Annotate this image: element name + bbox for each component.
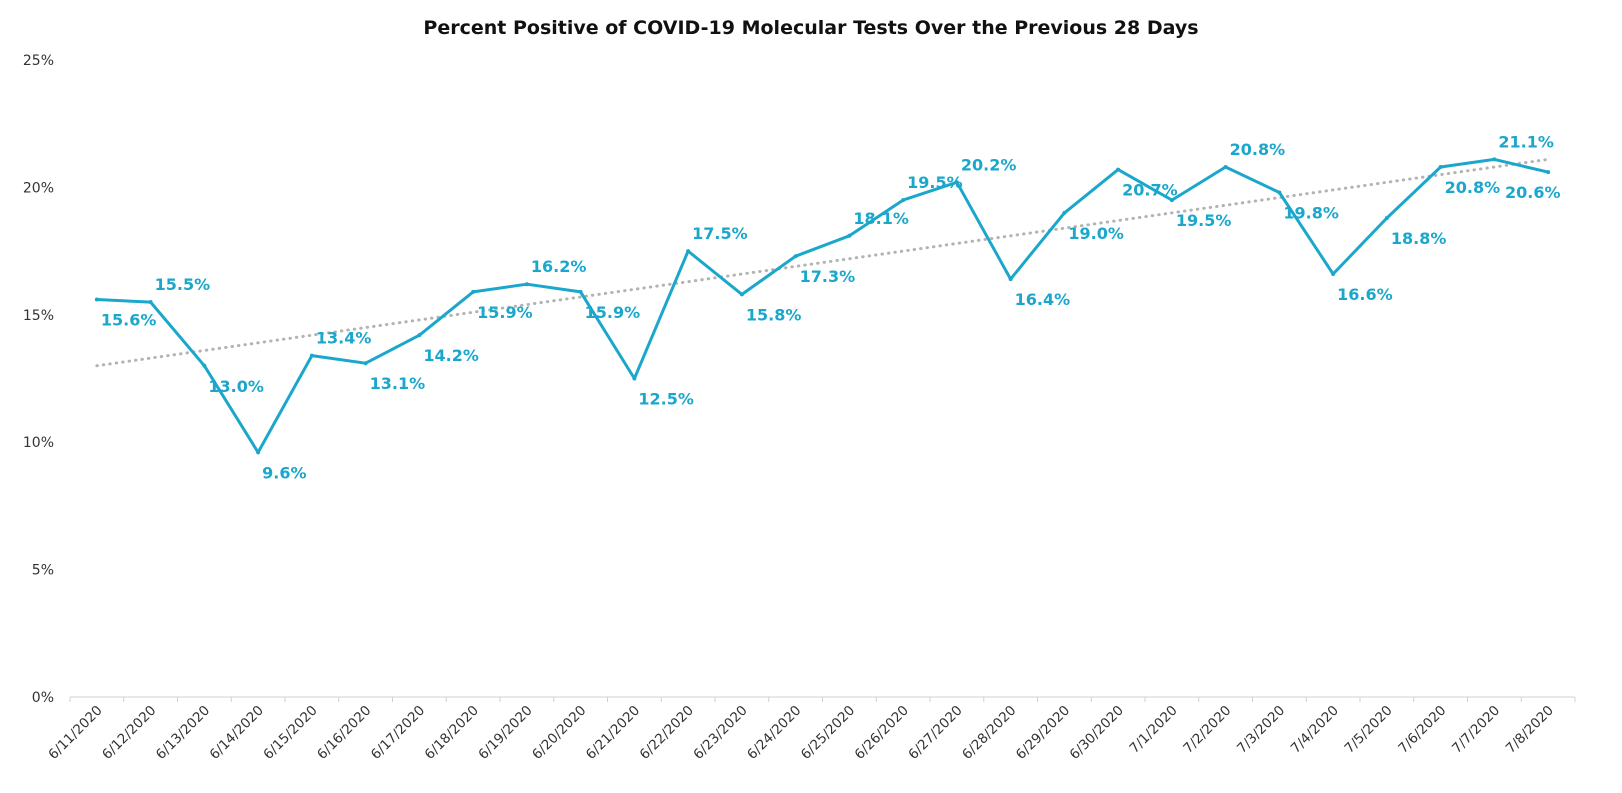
x-tick-label: 7/2/2020 — [1180, 703, 1234, 757]
data-label: 13.4% — [316, 329, 372, 348]
x-tick-label: 7/1/2020 — [1127, 703, 1181, 757]
x-tick-label: 7/4/2020 — [1288, 703, 1342, 757]
data-point — [1384, 215, 1389, 220]
data-label: 19.5% — [1176, 211, 1232, 230]
x-tick-label: 6/20/2020 — [529, 703, 589, 763]
y-tick-label: 10% — [23, 435, 54, 451]
y-tick-label: 20% — [23, 180, 54, 196]
x-tick-label: 6/22/2020 — [637, 703, 697, 763]
y-tick-label: 0% — [32, 690, 54, 706]
data-label: 19.5% — [907, 173, 963, 192]
data-point — [417, 333, 422, 338]
data-point — [739, 292, 744, 297]
chart-title: Percent Positive of COVID-19 Molecular T… — [423, 17, 1198, 39]
data-label: 15.5% — [155, 275, 211, 294]
x-tick-label: 6/24/2020 — [744, 703, 804, 763]
x-tick-label: 7/7/2020 — [1449, 703, 1503, 757]
data-label: 15.9% — [585, 303, 641, 322]
data-label: 12.5% — [638, 390, 694, 409]
data-point — [578, 289, 583, 294]
data-labels: 15.6% 15.5% 13.0% 9.6% 13.4% 13.1% 14.2% 15.9% 1… — [94, 132, 1561, 482]
data-label: 20.2% — [961, 155, 1017, 174]
data-label: 15.6% — [101, 311, 157, 330]
x-tick-label: 6/12/2020 — [99, 703, 159, 763]
data-point — [1169, 198, 1174, 203]
trendline — [95, 157, 1550, 368]
data-point — [524, 282, 529, 287]
data-label: 17.5% — [692, 224, 748, 243]
data-point — [1438, 165, 1443, 170]
x-tick-label: 6/19/2020 — [475, 703, 535, 763]
data-label: 14.2% — [423, 346, 479, 365]
x-tick-label: 6/23/2020 — [690, 703, 750, 763]
data-label: 15.9% — [477, 303, 533, 322]
y-tick-label: 25% — [23, 53, 54, 69]
x-tick-label: 6/16/2020 — [314, 703, 374, 763]
data-point — [847, 233, 852, 238]
data-point — [1331, 272, 1336, 277]
x-tick-label: 6/30/2020 — [1067, 703, 1127, 763]
x-axis: 6/11/20206/12/20206/13/20206/14/20206/15… — [45, 697, 1576, 763]
x-tick-label: 6/17/2020 — [368, 703, 428, 763]
data-point — [901, 198, 906, 203]
data-point — [1116, 167, 1121, 172]
data-label: 13.1% — [370, 374, 426, 393]
x-tick-label: 7/3/2020 — [1234, 703, 1288, 757]
x-tick-label: 7/6/2020 — [1395, 703, 1449, 757]
data-label: 16.6% — [1337, 285, 1393, 304]
data-point — [363, 361, 368, 366]
data-label: 17.3% — [800, 267, 856, 286]
data-label: 9.6% — [262, 463, 306, 482]
data-label: 18.1% — [853, 209, 909, 228]
x-tick-label: 6/13/2020 — [153, 703, 213, 763]
data-point — [1546, 170, 1551, 175]
data-point — [94, 297, 99, 302]
x-tick-label: 6/11/2020 — [45, 703, 105, 763]
data-point — [471, 289, 476, 294]
data-label: 16.4% — [1015, 290, 1071, 309]
data-point — [256, 450, 261, 455]
x-tick-label: 6/26/2020 — [852, 703, 912, 763]
data-label: 20.8% — [1230, 140, 1286, 159]
data-label: 19.0% — [1068, 224, 1124, 243]
x-tick-label: 7/5/2020 — [1342, 703, 1396, 757]
x-tick-label: 7/8/2020 — [1503, 703, 1557, 757]
data-label: 20.6% — [1505, 183, 1561, 202]
x-tick-label: 6/21/2020 — [583, 703, 643, 763]
y-axis: 0% 5% 10% 15% 20% 25% — [23, 53, 54, 706]
data-label: 21.1% — [1498, 132, 1554, 151]
data-label: 19.8% — [1283, 203, 1339, 222]
data-label: 18.8% — [1391, 229, 1447, 248]
data-label: 13.0% — [208, 377, 264, 396]
x-tick-label: 6/28/2020 — [959, 703, 1019, 763]
data-label: 16.2% — [531, 257, 587, 276]
data-label: 15.8% — [746, 305, 802, 324]
data-point — [954, 180, 959, 185]
y-tick-label: 15% — [23, 308, 54, 324]
data-label: 20.7% — [1122, 181, 1178, 200]
y-tick-label: 5% — [32, 563, 54, 579]
x-tick-label: 6/27/2020 — [905, 703, 965, 763]
data-point — [686, 249, 691, 254]
data-point — [1277, 190, 1282, 195]
x-tick-label: 6/14/2020 — [207, 703, 267, 763]
data-point — [1492, 157, 1497, 162]
series-line — [96, 157, 1549, 454]
data-label: 20.8% — [1445, 178, 1501, 197]
data-point — [793, 254, 798, 259]
data-point — [202, 363, 207, 368]
data-point — [1008, 277, 1013, 282]
data-point — [632, 376, 637, 381]
data-point — [148, 300, 153, 305]
data-point — [1223, 165, 1228, 170]
data-point — [309, 353, 314, 358]
x-tick-label: 6/18/2020 — [422, 703, 482, 763]
x-tick-label: 6/25/2020 — [798, 703, 858, 763]
data-point — [1062, 210, 1067, 215]
x-tick-label: 6/29/2020 — [1013, 703, 1073, 763]
x-tick-label: 6/15/2020 — [260, 703, 320, 763]
